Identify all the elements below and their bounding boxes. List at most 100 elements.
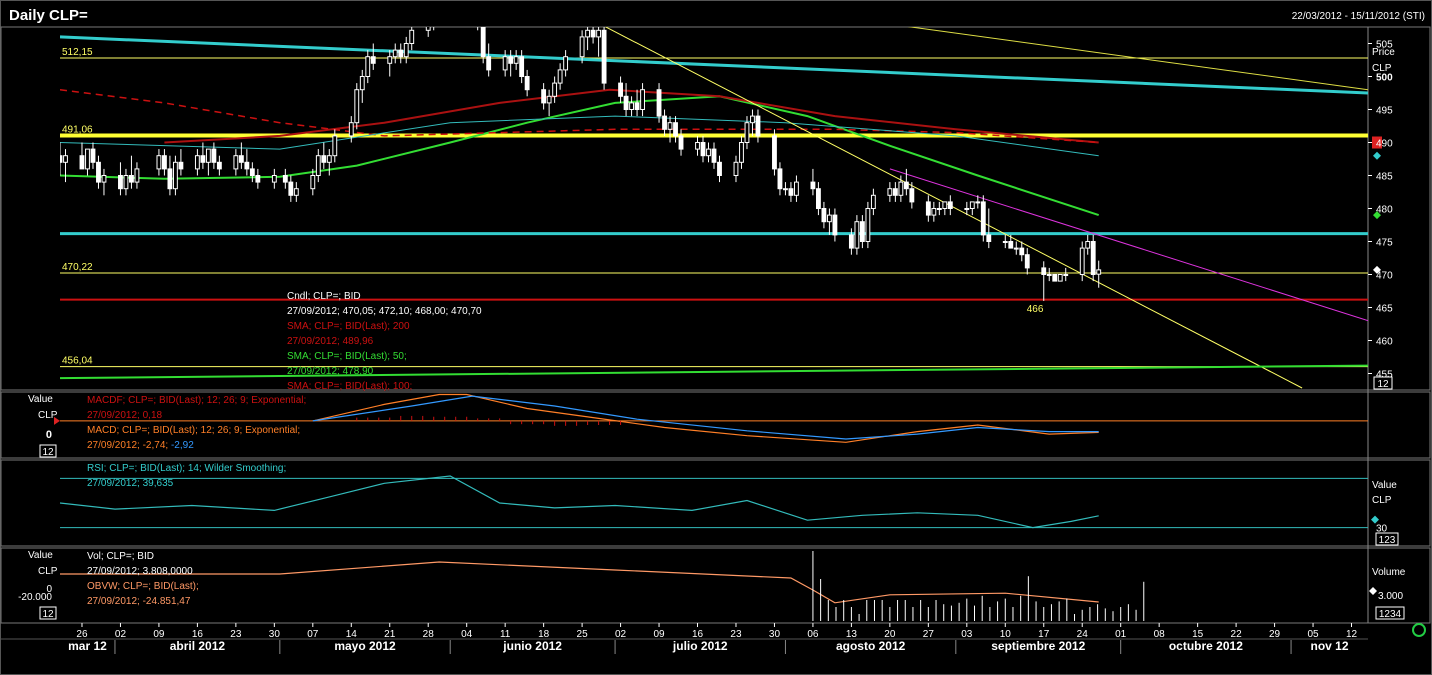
candle-body xyxy=(739,142,744,163)
price-axis-title: Price xyxy=(1372,47,1395,58)
price-legend-entry: 27/09/2012; 489,96 xyxy=(287,336,374,347)
candle xyxy=(1008,234,1014,249)
candle-body xyxy=(60,155,63,163)
candle xyxy=(552,76,558,103)
candle xyxy=(1079,241,1085,282)
candle-body xyxy=(783,188,788,191)
candle xyxy=(271,168,277,189)
macd-axis-unit: CLP xyxy=(38,410,58,421)
candle xyxy=(134,162,140,189)
candle xyxy=(508,50,514,77)
x-tick-label: 05 xyxy=(1307,629,1319,640)
candle xyxy=(172,155,178,196)
candle xyxy=(975,195,981,209)
candle xyxy=(623,83,629,117)
candle-body xyxy=(359,76,365,91)
volume-right-box-label: 1234 xyxy=(1379,609,1402,620)
x-tick-label: 23 xyxy=(730,629,742,640)
candle-body xyxy=(96,161,101,183)
candle-body xyxy=(706,148,711,157)
candle xyxy=(101,168,107,196)
x-tick-label: 30 xyxy=(269,629,281,640)
x-tick-label: 17 xyxy=(1038,629,1050,640)
candle xyxy=(1013,241,1019,255)
candle-body xyxy=(964,208,970,210)
candle xyxy=(903,168,909,196)
candle-body xyxy=(101,175,107,183)
date-range: 22/03/2012 - 15/11/2012 (STI) xyxy=(1291,11,1425,22)
candle xyxy=(321,142,327,169)
candle xyxy=(925,195,931,222)
candle xyxy=(794,175,799,202)
candle xyxy=(601,27,607,90)
panel-frame-price xyxy=(0,26,1431,391)
candle xyxy=(590,27,596,44)
candle xyxy=(777,162,783,196)
price-legend-entry: SMA; CLP=; BID(Last); 100; xyxy=(287,381,412,392)
candle xyxy=(96,155,101,189)
candle-body xyxy=(85,148,90,170)
candle-body xyxy=(1041,267,1047,275)
candle xyxy=(1057,274,1063,282)
candle-body xyxy=(717,161,722,177)
candle xyxy=(519,50,525,84)
rsi-tick-label: 30 xyxy=(1376,524,1388,535)
candle-body xyxy=(271,175,277,183)
candle-body xyxy=(969,201,975,209)
candle xyxy=(60,142,63,176)
macd-box-label: 12 xyxy=(42,447,54,458)
price-tick-label: 480 xyxy=(1376,205,1393,216)
candle xyxy=(678,129,684,156)
candle-body xyxy=(585,29,591,38)
candle-body xyxy=(326,155,332,163)
candle-body xyxy=(1019,247,1025,256)
volume-left-tick-label: -20.000 xyxy=(18,592,52,603)
price-level-label: 491,06 xyxy=(62,125,93,136)
candle xyxy=(365,50,371,84)
candle-body xyxy=(755,115,761,137)
x-tick-label: 06 xyxy=(807,629,819,640)
candle xyxy=(942,201,948,216)
x-tick-label: 29 xyxy=(1269,629,1281,640)
candle-body xyxy=(519,56,525,77)
macd-legend-entry: 27/09/2012; 0,18 xyxy=(87,410,163,421)
candle-body xyxy=(947,201,953,209)
candle xyxy=(755,109,761,143)
month-label: julio 2012 xyxy=(672,639,728,653)
candle xyxy=(1024,248,1030,275)
candle xyxy=(409,27,415,51)
x-tick-label: 16 xyxy=(692,629,704,640)
volume-left-box xyxy=(39,606,57,620)
candle-body xyxy=(365,56,371,77)
candle-body xyxy=(167,168,173,190)
candle xyxy=(826,208,832,235)
x-tick-label: 14 xyxy=(346,629,358,640)
candle xyxy=(563,50,569,77)
candle-body xyxy=(134,168,140,183)
candle-body xyxy=(788,188,794,196)
candle-body xyxy=(123,175,129,190)
candle xyxy=(118,162,123,196)
candle-body xyxy=(854,221,860,249)
candle-body xyxy=(403,43,409,58)
candle xyxy=(700,135,706,163)
candle xyxy=(964,201,970,216)
candle xyxy=(288,175,294,202)
candle xyxy=(695,135,700,156)
candle xyxy=(579,30,585,64)
candle-body xyxy=(1085,241,1091,249)
candle-body xyxy=(870,194,876,210)
candle xyxy=(557,63,563,90)
candle xyxy=(205,148,211,176)
candle-body xyxy=(865,208,871,242)
x-tick-label: 25 xyxy=(577,629,589,640)
candle-body xyxy=(733,161,739,177)
macd-legend-entry: MACD; CLP=; BID(Last); 12; 26; 9; Expone… xyxy=(87,425,300,436)
candle xyxy=(629,96,634,117)
x-tick-label: 28 xyxy=(423,629,435,640)
candle xyxy=(194,149,200,176)
status-indicator-icon[interactable] xyxy=(1412,623,1426,637)
line-cyan-trend xyxy=(60,35,1368,95)
candle xyxy=(178,149,184,176)
